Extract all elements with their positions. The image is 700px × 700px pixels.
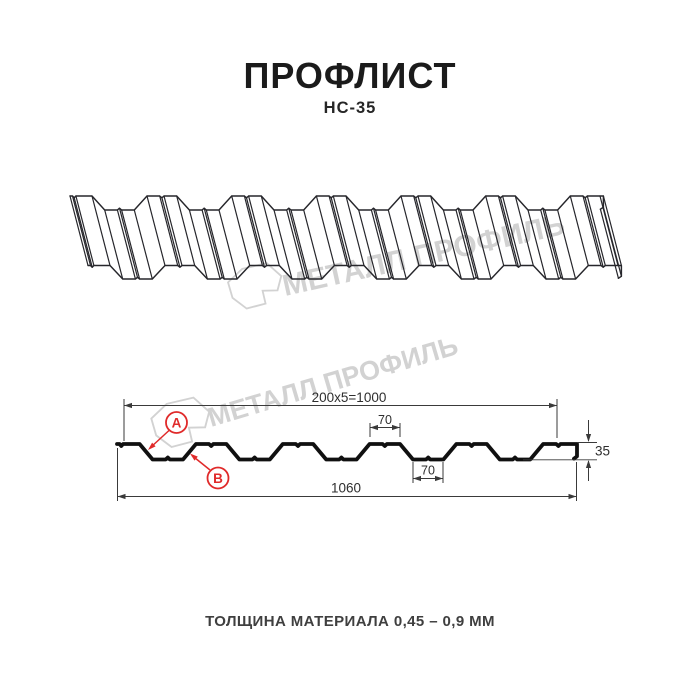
marker-b-letter: B: [213, 471, 223, 486]
marker-a: A: [165, 411, 188, 434]
dim-height-label: 35: [595, 444, 610, 459]
dim-crest-width-label: 70: [378, 413, 392, 427]
profile-model-code: НС-35: [323, 99, 377, 117]
watermark-bottom: МЕТАЛЛ ПРОФИЛЬ: [150, 330, 461, 449]
page-title: ПРОФЛИСТ: [243, 55, 457, 96]
marker-a-letter: A: [172, 416, 182, 431]
thickness-note: ТОЛЩИНА МАТЕРИАЛА 0,45 – 0,9 ММ: [205, 613, 495, 630]
metall-profil-logo-icon: [150, 396, 211, 449]
marker-b: B: [206, 466, 230, 490]
dimension-labels: 200х5=1000 70 70 35 1060: [312, 390, 610, 496]
metall-profil-logo-icon: [227, 262, 283, 310]
marker-leader-lines: [148, 429, 211, 471]
profiled-sheet-3d-view: [69, 195, 623, 280]
dimension-lines: [117, 399, 597, 501]
face-markers: A B: [148, 411, 230, 490]
dim-coverage-label: 200х5=1000: [312, 390, 387, 405]
dim-overall-width-label: 1060: [331, 481, 361, 496]
marker-a-circle: [165, 411, 188, 434]
dim-valley-width-label: 70: [421, 464, 435, 478]
cross-section-profile: [115, 442, 579, 462]
marker-b-circle: [206, 466, 230, 490]
watermark-text: МЕТАЛЛ ПРОФИЛЬ: [204, 330, 461, 432]
